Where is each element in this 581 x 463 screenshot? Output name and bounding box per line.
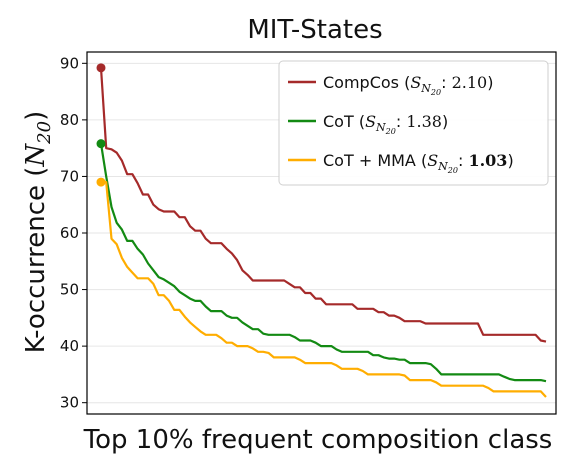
plot-frame	[86, 51, 557, 415]
legend-close-paren: )	[507, 151, 513, 170]
y-tick-label: 70	[60, 167, 79, 185]
y-axis-label: K-occurrence (N20)	[21, 111, 55, 354]
legend-math-20: 20	[447, 166, 458, 175]
legend-math-S: S	[365, 112, 376, 131]
series-line-2	[101, 181, 547, 398]
legend-math-20: 20	[385, 127, 396, 136]
y-tick-label: 90	[60, 54, 79, 72]
legend-box	[278, 60, 549, 186]
y-tick-label: 30	[60, 394, 79, 412]
series-start-marker-0	[96, 63, 106, 73]
legend-label: CoT (	[323, 112, 365, 131]
x-axis-label: Top 10% frequent composition class	[83, 425, 553, 455]
legend-math-20: 20	[430, 88, 441, 97]
y-tick-label: 50	[60, 281, 79, 299]
y-axis-label-main: K-occurrence (	[21, 167, 51, 354]
series-line-0	[99, 67, 547, 343]
y-axis-label-end: )	[21, 111, 51, 121]
chart-title: MIT-States	[247, 15, 382, 45]
legend-score: 1.03	[468, 151, 507, 170]
legend-math-S: S	[427, 151, 438, 170]
series-start-marker-2	[96, 177, 106, 187]
legend-entry-0: CompCos (SN20: 2.10)	[323, 73, 493, 97]
series-start-marker-1	[96, 139, 106, 149]
legend-math-N: N	[437, 160, 448, 173]
y-tick-label: 40	[60, 337, 79, 355]
legend-close-paren: )	[442, 112, 448, 131]
series-line-1	[99, 143, 547, 383]
legend-colon: :	[441, 73, 451, 92]
y-tick-label: 80	[60, 111, 79, 129]
series-lines	[96, 63, 547, 398]
legend: CompCos (SN20: 2.10)CoT (SN20: 1.38)CoT …	[278, 60, 549, 186]
legend-entry-1: CoT (SN20: 1.38)	[323, 112, 448, 136]
legend-close-paren: )	[487, 73, 493, 92]
y-tick-label: 60	[60, 224, 79, 242]
legend-score: 2.10	[452, 73, 488, 92]
legend-label: CoT + MMA (	[323, 151, 427, 170]
legend-entry-2: CoT + MMA (SN20: 1.03)	[323, 151, 514, 175]
legend-math-N: N	[375, 121, 386, 134]
legend-colon: :	[458, 151, 468, 170]
y-ticks: 30 40 50 60 70 80 90	[60, 54, 87, 412]
y-axis-label-var: N	[21, 143, 51, 168]
legend-score: 1.38	[406, 112, 442, 131]
legend-math-S: S	[410, 73, 421, 92]
legend-label: CompCos (	[323, 73, 410, 92]
legend-math-N: N	[420, 82, 431, 95]
y-axis-label-sub: 20	[34, 121, 55, 145]
legend-colon: :	[396, 112, 406, 131]
